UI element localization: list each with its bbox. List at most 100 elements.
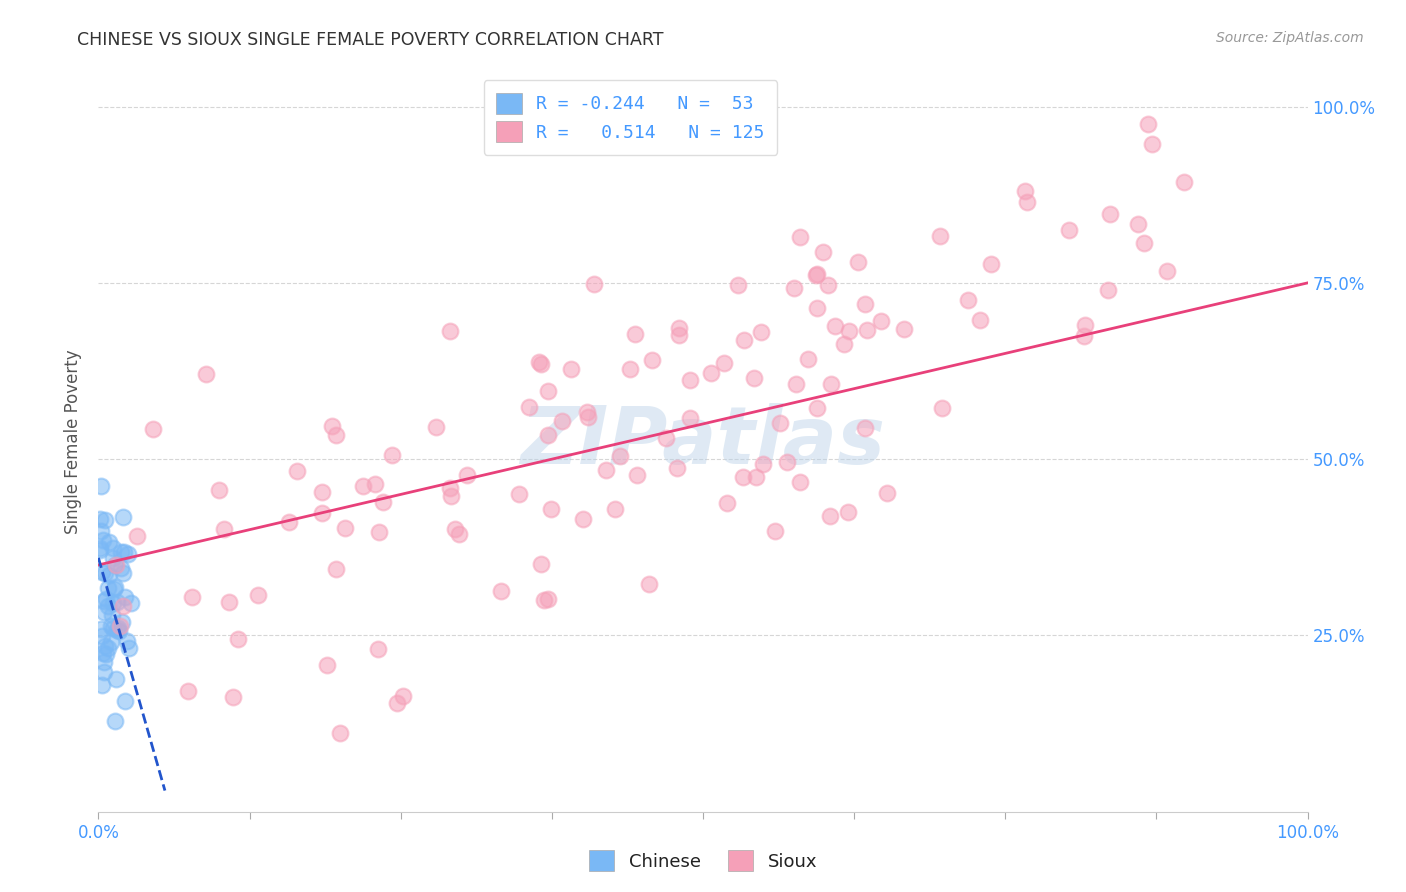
Point xyxy=(489,584,512,599)
Point xyxy=(551,414,574,428)
Point xyxy=(832,336,855,351)
Point xyxy=(285,464,308,478)
Point xyxy=(1014,184,1036,198)
Point xyxy=(679,373,702,387)
Point xyxy=(776,455,799,469)
Point xyxy=(560,362,582,376)
Point xyxy=(529,355,551,369)
Point xyxy=(456,467,478,482)
Point xyxy=(108,619,131,633)
Point xyxy=(93,594,115,608)
Point xyxy=(316,658,339,673)
Point xyxy=(853,421,876,435)
Point xyxy=(333,521,356,535)
Point xyxy=(177,683,200,698)
Point xyxy=(381,448,404,462)
Point xyxy=(578,410,600,425)
Point xyxy=(93,665,115,680)
Point xyxy=(576,405,599,419)
Point xyxy=(111,615,134,630)
Point xyxy=(1126,217,1149,231)
Point xyxy=(112,510,135,524)
Point xyxy=(731,469,754,483)
Point xyxy=(329,726,352,740)
Point xyxy=(439,481,461,495)
Point xyxy=(609,449,631,463)
Point xyxy=(623,327,645,342)
Point xyxy=(218,594,240,608)
Text: ZIPatlas: ZIPatlas xyxy=(520,402,886,481)
Point xyxy=(222,690,245,704)
Point xyxy=(929,229,952,244)
Point xyxy=(679,410,702,425)
Point xyxy=(142,422,165,436)
Point xyxy=(91,678,114,692)
Point xyxy=(181,590,204,604)
Point xyxy=(321,418,343,433)
Point xyxy=(980,257,1002,271)
Point xyxy=(101,607,124,622)
Point xyxy=(820,377,842,392)
Point xyxy=(713,356,735,370)
Point xyxy=(104,580,127,594)
Point xyxy=(277,515,299,529)
Point xyxy=(103,541,125,555)
Point xyxy=(311,506,333,520)
Point xyxy=(1017,194,1039,209)
Point xyxy=(114,590,136,604)
Point xyxy=(742,370,765,384)
Point xyxy=(668,328,690,343)
Point xyxy=(90,479,112,493)
Point xyxy=(385,696,408,710)
Point xyxy=(1140,137,1163,152)
Point xyxy=(392,689,415,703)
Point xyxy=(96,582,118,596)
Point xyxy=(94,647,117,661)
Point xyxy=(870,314,893,328)
Point xyxy=(195,367,218,381)
Point xyxy=(668,321,690,335)
Point xyxy=(89,543,111,558)
Point xyxy=(108,624,131,638)
Point xyxy=(111,599,134,613)
Point xyxy=(508,487,530,501)
Point xyxy=(666,461,689,475)
Point xyxy=(127,529,149,543)
Point xyxy=(813,244,835,259)
Point xyxy=(1099,207,1122,221)
Point xyxy=(425,420,447,434)
Point xyxy=(626,467,648,482)
Point xyxy=(89,511,111,525)
Point xyxy=(638,576,661,591)
Point xyxy=(94,591,117,606)
Point xyxy=(115,633,138,648)
Point xyxy=(893,322,915,336)
Point xyxy=(91,533,114,547)
Point xyxy=(226,632,249,646)
Point xyxy=(97,535,120,549)
Point xyxy=(1074,318,1097,332)
Y-axis label: Single Female Poverty: Single Female Poverty xyxy=(65,350,83,533)
Point xyxy=(806,401,828,415)
Point xyxy=(367,525,389,540)
Point xyxy=(101,621,124,635)
Legend: Chinese, Sioux: Chinese, Sioux xyxy=(582,843,824,879)
Point xyxy=(91,647,114,661)
Point xyxy=(97,599,120,613)
Point xyxy=(655,430,678,444)
Point xyxy=(855,323,877,337)
Point xyxy=(700,366,723,380)
Point xyxy=(90,622,112,636)
Point xyxy=(114,693,136,707)
Point xyxy=(440,489,463,503)
Point xyxy=(439,324,461,338)
Point xyxy=(371,495,394,509)
Point xyxy=(533,593,555,607)
Point xyxy=(105,623,128,637)
Point xyxy=(101,596,124,610)
Point xyxy=(517,400,540,414)
Point xyxy=(769,416,792,430)
Point xyxy=(931,401,953,416)
Point xyxy=(105,595,128,609)
Point xyxy=(101,551,124,566)
